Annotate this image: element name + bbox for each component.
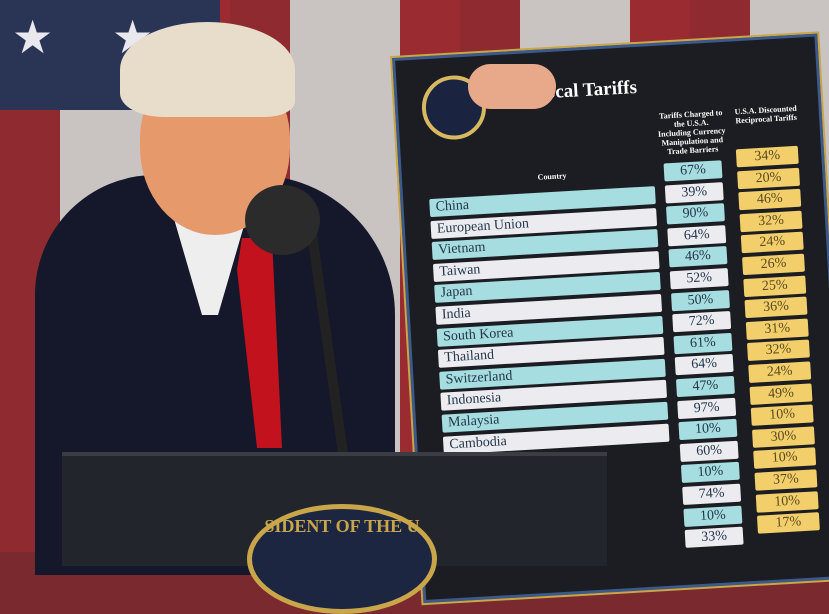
reciprocal-tariff-cell: 20% [737, 167, 801, 189]
reciprocal-tariff-cell: 49% [749, 382, 813, 405]
charged-tariff-cell: 46% [668, 246, 728, 268]
charged-tariff-cell: 97% [677, 397, 737, 419]
reciprocal-tariff-cell: 24% [740, 232, 804, 254]
reciprocal-tariff-cell: 24% [748, 361, 812, 383]
charged-tariff-cell: 33% [684, 526, 744, 549]
charged-tariff-cell: 10% [678, 418, 738, 441]
charged-tariff-cell: 60% [679, 440, 739, 462]
reciprocal-tariff-cell: 10% [750, 404, 814, 427]
reciprocal-tariff-cell: 32% [747, 339, 810, 362]
podium-seal: SIDENT OF THE U [247, 504, 437, 614]
reciprocal-tariff-cell: 32% [739, 210, 803, 233]
reciprocal-tariff-cell: 34% [735, 145, 799, 168]
country-header: Country [537, 171, 567, 182]
reciprocal-tariff-cell: 10% [755, 490, 819, 513]
charged-tariff-cell: 64% [674, 354, 734, 376]
charged-tariff-cell: 39% [664, 181, 724, 204]
reciprocal-tariff-cell: 25% [743, 275, 807, 297]
reciprocal-tariff-cell: 17% [756, 512, 820, 534]
speaker-hair [120, 22, 295, 117]
reciprocal-tariff-cell: 31% [745, 318, 809, 340]
star-icon: ★ [12, 12, 54, 63]
podium: SIDENT OF THE U [62, 452, 607, 614]
charged-tariff-cell: 10% [680, 462, 740, 484]
reciprocal-tariff-cell: 26% [742, 253, 805, 276]
reciprocal-tariff-cell: 37% [754, 469, 818, 491]
charged-tariff-cell: 72% [672, 311, 732, 333]
charged-header: Tariffs Charged to the U.S.A. Including … [657, 108, 726, 157]
reciprocal-tariff-cell: 30% [751, 426, 815, 448]
microphone [245, 185, 320, 255]
reciprocal-header: U.S.A. Discounted Reciprocal Tariffs [734, 103, 798, 126]
reciprocal-tariff-cell: 36% [744, 296, 808, 319]
charged-tariff-cell: 67% [663, 160, 723, 182]
charged-tariff-cell: 74% [682, 483, 742, 505]
charged-tariff-cell: 52% [669, 268, 729, 290]
charged-tariff-cell: 61% [673, 332, 733, 355]
charged-tariff-cell: 47% [675, 375, 735, 398]
charged-tariff-cell: 64% [667, 224, 727, 247]
charged-tariff-cell: 10% [683, 505, 743, 527]
reciprocal-tariff-cell: 46% [738, 188, 802, 211]
speaker-hand [468, 64, 556, 109]
reciprocal-tariff-cell: 10% [753, 447, 817, 470]
charged-tariff-cell: 50% [670, 289, 730, 311]
charged-tariff-cell: 90% [666, 203, 725, 225]
